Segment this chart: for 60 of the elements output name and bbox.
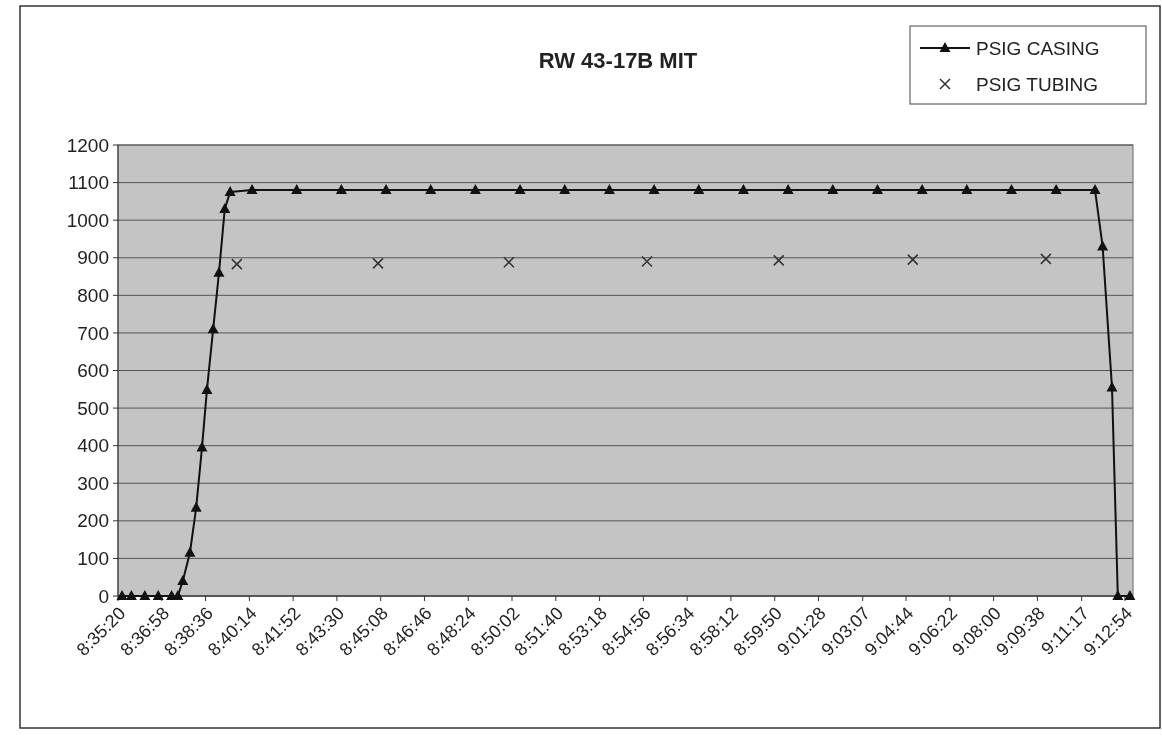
point <box>871 184 883 195</box>
y-tick-label: 200 <box>77 510 109 532</box>
point <box>772 254 785 267</box>
point <box>1050 184 1062 195</box>
chart-title: RW 43-17B MIT <box>538 48 698 73</box>
y-tick-label: 400 <box>77 435 109 457</box>
point <box>961 184 973 195</box>
point <box>219 202 231 213</box>
point <box>207 323 219 334</box>
point <box>196 441 208 452</box>
y-tick-label: 700 <box>77 322 109 344</box>
point <box>1124 590 1136 600</box>
point <box>1106 381 1118 392</box>
point <box>380 184 392 195</box>
point <box>916 184 928 195</box>
point <box>246 184 258 195</box>
y-tick-label: 500 <box>77 397 109 419</box>
point <box>907 253 919 266</box>
point <box>425 184 437 195</box>
point <box>469 184 481 195</box>
y-tick-label: 100 <box>77 548 109 570</box>
y-tick-label: 1100 <box>68 172 109 194</box>
point <box>335 184 347 195</box>
y-tick-label: 900 <box>77 247 109 269</box>
point <box>190 501 202 512</box>
point <box>152 590 164 600</box>
point <box>737 184 749 195</box>
y-tick-label: 1200 <box>66 134 109 156</box>
point <box>139 590 151 600</box>
point <box>693 184 705 195</box>
y-tick-label: 300 <box>77 472 109 494</box>
y-tick-label: 1000 <box>66 209 109 231</box>
point <box>372 257 384 270</box>
point <box>116 590 128 600</box>
point <box>184 546 196 557</box>
point <box>1089 184 1101 195</box>
point <box>1112 590 1124 600</box>
point <box>201 384 213 395</box>
point <box>503 256 515 269</box>
point <box>1005 184 1017 195</box>
point <box>224 185 236 196</box>
point <box>559 184 571 195</box>
point <box>827 184 839 195</box>
point <box>1040 253 1052 265</box>
point <box>603 184 615 195</box>
y-tick-label: 0 <box>98 585 109 607</box>
point <box>213 266 225 277</box>
point <box>782 184 794 195</box>
point <box>641 255 653 268</box>
point <box>125 590 137 600</box>
point <box>648 184 660 195</box>
legend-label: PSIG TUBING <box>976 73 1099 95</box>
y-tick-label: 800 <box>77 284 109 306</box>
point <box>514 184 526 195</box>
point <box>231 258 243 270</box>
legend-label: PSIG CASING <box>976 37 1100 59</box>
point <box>177 574 189 585</box>
y-tick-label: 600 <box>77 360 109 382</box>
point <box>1097 240 1109 251</box>
point <box>291 184 303 195</box>
